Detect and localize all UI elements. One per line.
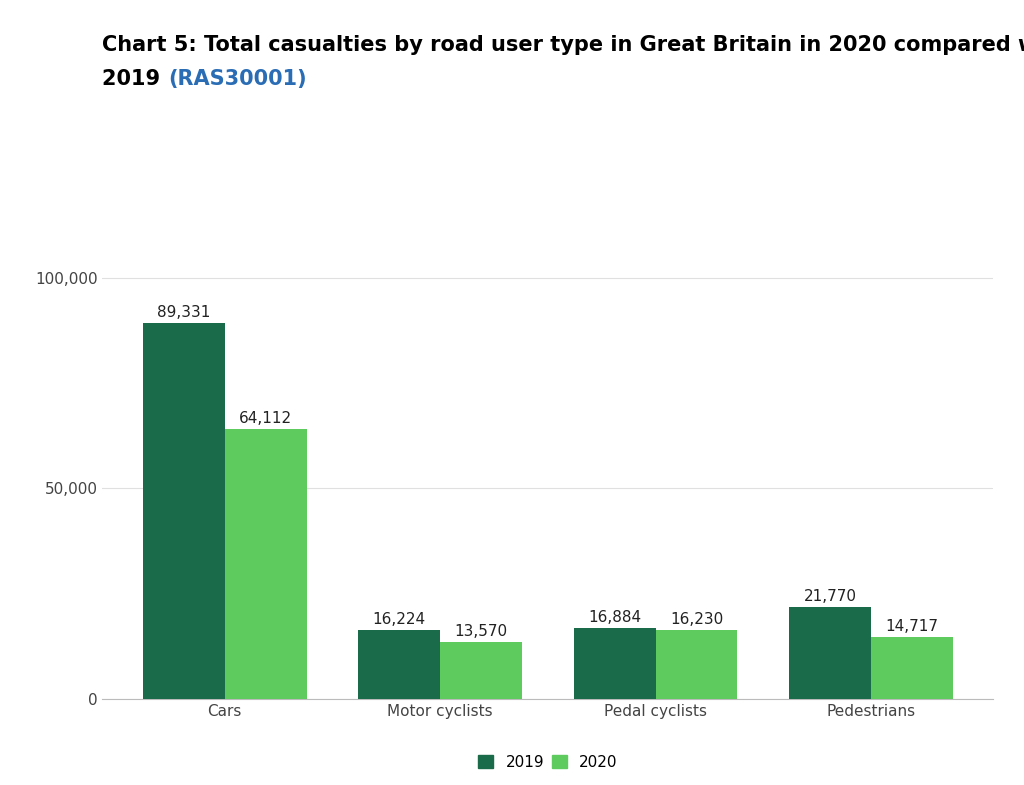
Bar: [871, 637, 952, 699]
Bar: [358, 630, 440, 699]
Bar: [440, 641, 522, 699]
Text: 21,770: 21,770: [804, 590, 856, 604]
Legend: 2019, 2020: 2019, 2020: [472, 749, 624, 776]
Text: 16,224: 16,224: [373, 612, 426, 627]
Text: (RAS30001): (RAS30001): [168, 69, 306, 89]
Bar: [655, 630, 737, 699]
Bar: [790, 607, 871, 699]
Text: 2019: 2019: [102, 69, 168, 89]
Bar: [143, 323, 224, 699]
Text: Chart 5: Total casualties by road user type in Great Britain in 2020 compared wi: Chart 5: Total casualties by road user t…: [102, 35, 1024, 55]
Text: 13,570: 13,570: [455, 623, 508, 639]
Text: 64,112: 64,112: [240, 411, 292, 426]
Text: 16,884: 16,884: [588, 610, 641, 625]
Bar: [224, 429, 306, 699]
Text: 14,717: 14,717: [886, 619, 938, 633]
Bar: [573, 628, 655, 699]
Text: 89,331: 89,331: [157, 305, 211, 320]
Text: 16,230: 16,230: [670, 612, 723, 627]
